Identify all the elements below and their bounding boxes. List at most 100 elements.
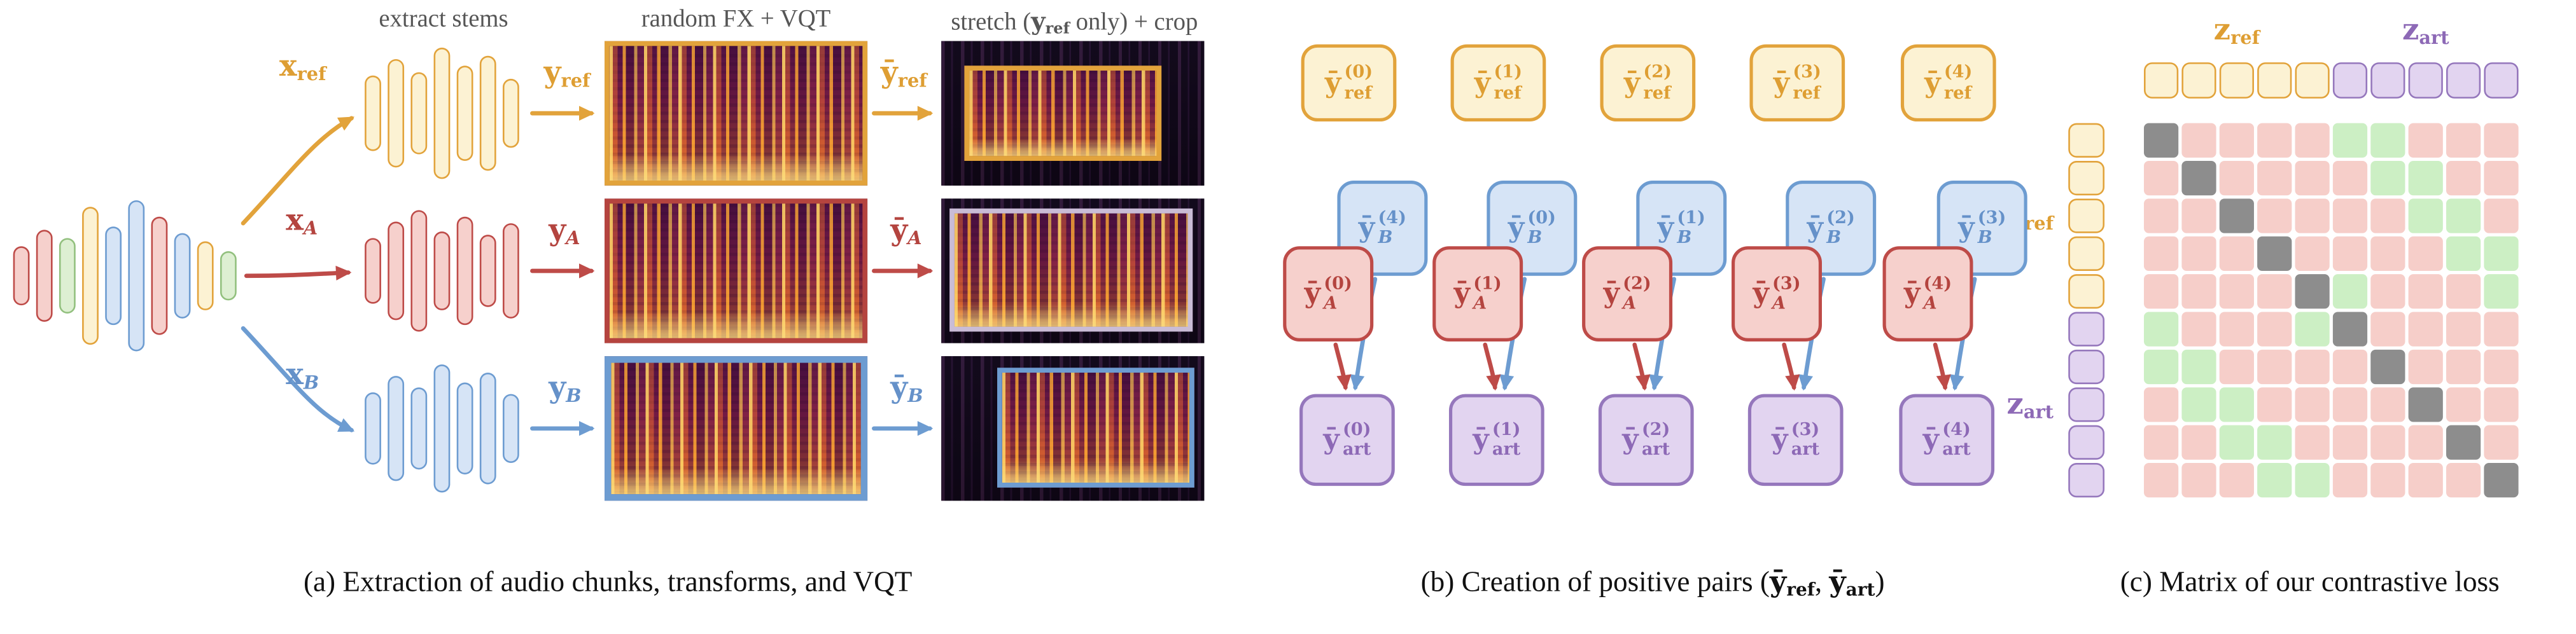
embedding-cell: [2068, 463, 2105, 498]
embedding-cell: [2295, 62, 2330, 99]
chunk-index-sup: (1): [1677, 208, 1705, 228]
label-ybar-b: ȳB: [890, 371, 923, 406]
matrix-cell-negative: [2370, 463, 2405, 498]
chunk-index-sup: (1): [1492, 420, 1521, 440]
sup-sub-stack: (1) B: [1677, 209, 1705, 248]
matrix-cell-negative: [2257, 274, 2292, 309]
stem-sub: art: [1641, 439, 1670, 460]
sup-sub-stack: (2) art: [1642, 420, 1670, 460]
embedding-cell: [2446, 62, 2481, 99]
x-symbol: x: [279, 49, 297, 84]
spectrogram-ybar-ref-outer: [941, 41, 1205, 186]
matrix-cell-diagonal: [2295, 274, 2330, 309]
ref-chunk-box-1: ȳ (1) ref: [1450, 44, 1546, 122]
chunk-box-label: ȳ (3) art: [1772, 420, 1819, 460]
chunk-index-sup: (4): [1378, 208, 1407, 228]
matrix-cell-negative: [2181, 463, 2216, 498]
matrix-cell-diagonal: [2370, 349, 2405, 385]
arrow-a-to-art-4: [1933, 342, 1951, 391]
matrix-cell-negative: [2143, 425, 2179, 460]
waveform-bar: [410, 387, 428, 470]
sup-sub-stack: (3) ref: [1793, 63, 1821, 102]
embedding-cell: [2068, 387, 2105, 422]
stem-sub: B: [1977, 228, 1992, 248]
sup-sub-stack: (4) A: [1924, 274, 1952, 314]
ybar-symbol: ȳ: [1603, 277, 1620, 310]
matrix-cell-negative: [2143, 463, 2179, 498]
waveform-bar: [388, 376, 405, 481]
label-x-a: xA: [286, 203, 318, 239]
label-x-b: xB: [286, 358, 319, 394]
random-fx-vqt-label: random FX + VQT: [641, 6, 831, 33]
chunk-box-label: ȳ (2) B: [1807, 209, 1855, 248]
chunk-index-sup: (0): [1344, 63, 1373, 83]
label-x-ref: xref: [279, 49, 326, 85]
waveform-bar: [456, 382, 473, 475]
label-z-ref-top: zref: [2144, 13, 2330, 49]
ybar-symbol: ȳ: [1829, 566, 1846, 600]
matrix-cell-negative: [2257, 198, 2292, 233]
spectrogram-ybar-a-outer: [941, 198, 1205, 343]
ybar-symbol: ȳ: [1903, 277, 1921, 310]
matrix-cell-negative: [2295, 349, 2330, 385]
chunk-index-sup: (0): [1324, 273, 1352, 294]
embedding-cell: [2143, 62, 2179, 99]
waveform-bar: [151, 216, 168, 335]
embedding-cell: [2068, 236, 2105, 271]
chunk-index-sup: (3): [1772, 273, 1801, 294]
sup-sub-stack: (2) A: [1623, 274, 1651, 314]
embedding-cell: [2219, 62, 2254, 99]
sup-sub-stack: (2) B: [1826, 209, 1855, 248]
stem-a-chunk-box-3: ȳ (3) A: [1732, 246, 1822, 341]
matrix-cell-negative: [2181, 312, 2216, 347]
matrix-cell-negative: [2257, 160, 2292, 196]
label-z-art-top: zart: [2333, 13, 2519, 49]
chunk-box-label: ȳ (2) A: [1603, 274, 1651, 314]
matrix-cell-negative: [2257, 312, 2292, 347]
embedding-cell: [2068, 425, 2105, 460]
stem-sub: B: [1527, 228, 1543, 248]
matrix-cell-positive: [2143, 312, 2179, 347]
waveform-bar: [388, 59, 405, 168]
chunk-box-label: ȳ (1) ref: [1474, 63, 1522, 102]
ybar-symbol: ȳ: [1657, 212, 1674, 245]
embedding-cell: [2068, 123, 2105, 158]
matrix-cell-positive: [2370, 160, 2405, 196]
sup-sub-stack: (1) A: [1473, 274, 1502, 314]
chunk-box-label: ȳ (4) A: [1904, 274, 1952, 314]
stem-sub: art: [1791, 439, 1820, 460]
sup-sub-stack: (1) ref: [1494, 63, 1522, 102]
ybar-sub: A: [907, 228, 922, 249]
stem-a-chunk-box-2: ȳ (2) A: [1582, 246, 1673, 341]
ybar-symbol: ȳ: [1323, 424, 1340, 457]
matrix-cell-positive: [2257, 463, 2292, 498]
art-chunk-box-2: ȳ (2) art: [1598, 394, 1694, 486]
sup-sub-stack: (4) art: [1942, 420, 1971, 460]
chunk-box-label: ȳ (0) ref: [1325, 63, 1373, 102]
matrix-cell-positive: [2143, 349, 2179, 385]
sup-sub-stack: (3) A: [1772, 274, 1801, 314]
z-symbol: z: [2213, 13, 2231, 48]
matrix-cell-negative: [2408, 236, 2443, 271]
chunk-index-sup: (1): [1473, 273, 1502, 294]
stretch-label-post: only) + crop: [1069, 10, 1198, 36]
y-symbol: y: [1031, 6, 1046, 36]
arrow-a-to-art-1: [1483, 342, 1501, 391]
chunk-index-sup: (4): [1943, 63, 1973, 83]
matrix-cell-positive: [2484, 236, 2519, 271]
matrix-cell-negative: [2332, 463, 2368, 498]
ybar-symbol: ȳ: [1304, 277, 1321, 310]
sup-sub-stack: (3) B: [1978, 209, 2006, 248]
matrix-cell-negative: [2219, 312, 2254, 347]
matrix-cell-negative: [2143, 160, 2179, 196]
matrix-cell-negative: [2257, 387, 2292, 422]
matrix-cell-negative: [2446, 387, 2481, 422]
matrix-cell-negative: [2295, 160, 2330, 196]
sup-sub-stack: (2) ref: [1643, 63, 1672, 102]
waveform-bar: [388, 221, 405, 320]
embedding-cell: [2068, 198, 2105, 233]
y-sub: ref: [561, 70, 591, 92]
spectrogram-y-b: [605, 356, 868, 501]
z-symbol: z: [2402, 13, 2419, 48]
waveform-bar: [410, 210, 428, 332]
